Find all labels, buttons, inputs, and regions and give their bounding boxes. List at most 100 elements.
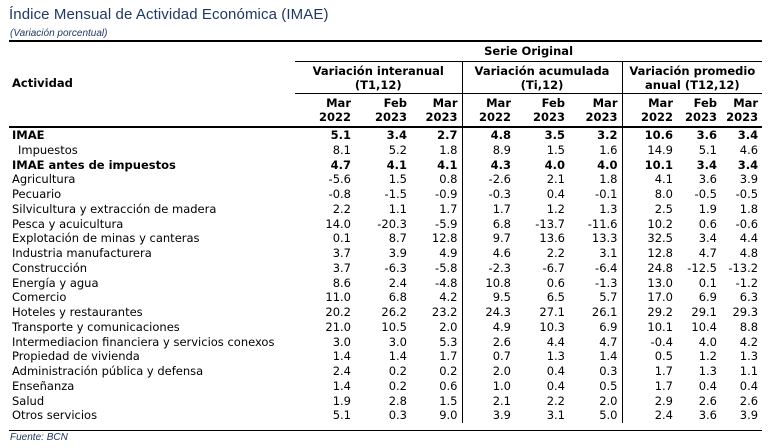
table-cell: 12.8	[431, 231, 458, 246]
period-year: 2023	[425, 110, 458, 124]
table-cell: -0.9	[435, 187, 458, 201]
table-cell: 10.6	[621, 127, 677, 143]
table-cell: -6.4	[595, 260, 618, 275]
group-header-line2: anual (T12,12)	[645, 77, 740, 92]
row-label: Transporte y comunicaciones	[12, 319, 180, 334]
table-cell: 20.2	[325, 305, 351, 319]
table-cell: -5.6	[328, 172, 351, 187]
table-cell: 0.2	[388, 364, 407, 378]
table-cell: 1.2	[698, 349, 717, 364]
table-cell: 29.3	[732, 305, 759, 319]
row-label: Impuestos	[18, 142, 78, 157]
table-row: Salud 1.9 2.8 1.5 2.1 2.2 2.0 2.9 2.6 2.6	[9, 393, 762, 409]
table-cell: 3.7	[332, 260, 351, 275]
table-row: Energía y agua 8.6 2.4 -4.8 10.8 0.6 -1.3 13.0 0…	[9, 275, 762, 291]
table-cell: 24.3	[461, 305, 515, 320]
period-header: Mar 2022	[295, 93, 355, 128]
table-cell: 3.9	[461, 408, 515, 423]
group-header-line1: Variación interanual	[312, 63, 444, 78]
table-cell: 1.1	[739, 364, 759, 378]
table-cell: 14.0	[325, 216, 351, 231]
table-cell: 2.6	[698, 393, 717, 408]
table-cell: 4.2	[739, 334, 759, 349]
period-header: Feb 2023	[677, 93, 721, 128]
table-cell: 10.8	[461, 275, 515, 291]
table-cell: 1.7	[621, 364, 677, 379]
table-cell: 5.7	[599, 290, 618, 305]
table-cell: 4.8	[461, 127, 515, 143]
table-cell: 4.1	[437, 157, 458, 172]
table-cell: 0.5	[599, 378, 618, 393]
table-cell: 3.1	[546, 408, 565, 423]
table-cell: -0.8	[328, 187, 351, 201]
group-header-line1: Variación acumulada	[474, 63, 610, 78]
table-cell: 1.7	[439, 349, 458, 364]
table-cell: 3.9	[388, 246, 407, 260]
table-cell: 4.7	[599, 334, 618, 349]
table-cell: -4.8	[435, 275, 458, 290]
table-cell: 4.2	[439, 290, 458, 305]
table-cell: 14.9	[621, 142, 677, 158]
table-cell: 9.7	[461, 231, 515, 246]
table-cell: 0.3	[388, 408, 407, 423]
table-cell: 0.1	[698, 275, 717, 290]
period-header: Mar 2022	[461, 93, 515, 128]
table-cell: 2.4	[332, 364, 351, 378]
table-cell: -13.7	[535, 216, 565, 231]
table-cell: 8.9	[461, 142, 515, 158]
table-cell: 3.4	[696, 157, 717, 172]
table-cell: 1.8	[439, 142, 458, 157]
table-cell: 17.0	[621, 290, 677, 305]
table-cell: 2.1	[461, 393, 515, 409]
period-month: Mar	[432, 96, 458, 110]
table-cell: 13.6	[539, 231, 565, 246]
row-label: IMAE	[12, 128, 45, 142]
table-cell: 1.5	[439, 393, 458, 408]
period-header: Mar 2023	[569, 93, 622, 128]
serie-original-header: Serie Original	[295, 41, 763, 62]
table-cell: 4.9	[439, 246, 458, 260]
table-cell: 1.9	[698, 201, 717, 216]
table-cell: -0.6	[735, 216, 759, 231]
table-row: Comercio 11.0 6.8 4.2 9.5 6.5 5.7 17.0 6.9 6.3	[9, 290, 762, 305]
table-cell: 3.6	[698, 172, 717, 187]
table-cell: 4.0	[544, 157, 565, 172]
table-cell: -5.8	[435, 260, 458, 275]
table-cell: 10.5	[381, 319, 407, 334]
table-cell: 0.4	[739, 378, 759, 393]
table-cell: 8.8	[739, 319, 759, 334]
table-cell: 10.4	[691, 319, 717, 334]
table-cell: 1.3	[739, 349, 759, 364]
bottom-rule	[9, 430, 762, 431]
group-header: Variación acumulada (Ti,12)	[461, 61, 622, 94]
period-header: Mar 2023	[721, 93, 763, 128]
table-cell: 2.2	[546, 246, 565, 260]
table-cell: -13.2	[728, 260, 759, 275]
table-cell: 4.0	[698, 334, 717, 349]
table-row: Administración pública y defensa 2.4 0.2 0.…	[9, 364, 762, 379]
table-cell: 0.4	[546, 187, 565, 201]
group-header-line2: (T1,12)	[354, 77, 402, 92]
row-label: Pecuario	[12, 187, 62, 201]
table-cell: 6.9	[698, 290, 717, 305]
table-cell: 26.1	[591, 305, 618, 319]
table-cell: -12.5	[687, 260, 717, 275]
table-cell: 8.6	[332, 275, 351, 290]
row-label: Agricultura	[12, 172, 76, 187]
row-label: Explotación de minas y canteras	[12, 231, 200, 246]
table-cell: 0.6	[439, 378, 458, 393]
table-cell: 2.7	[437, 128, 458, 142]
table-cell: -6.7	[542, 260, 565, 275]
table-cell: 6.8	[388, 290, 407, 305]
table-cell: 4.9	[461, 319, 515, 335]
table-cell: 2.9	[621, 393, 677, 409]
table-cell: -0.4	[621, 334, 677, 350]
table-cell: 1.4	[599, 349, 618, 364]
table-cell: 1.3	[599, 201, 618, 216]
table-cell: 3.7	[332, 246, 351, 260]
period-month: Mar	[648, 96, 673, 110]
table-row: Enseñanza 1.4 0.2 0.6 1.0 0.4 0.5 1.7 0.4 0.4	[9, 378, 762, 394]
table-row: Propiedad de vivienda 1.4 1.4 1.7 0.7 1.3 1.4 0…	[9, 349, 762, 364]
table-cell: 3.4	[698, 231, 717, 246]
table-cell: 9.0	[439, 408, 458, 423]
